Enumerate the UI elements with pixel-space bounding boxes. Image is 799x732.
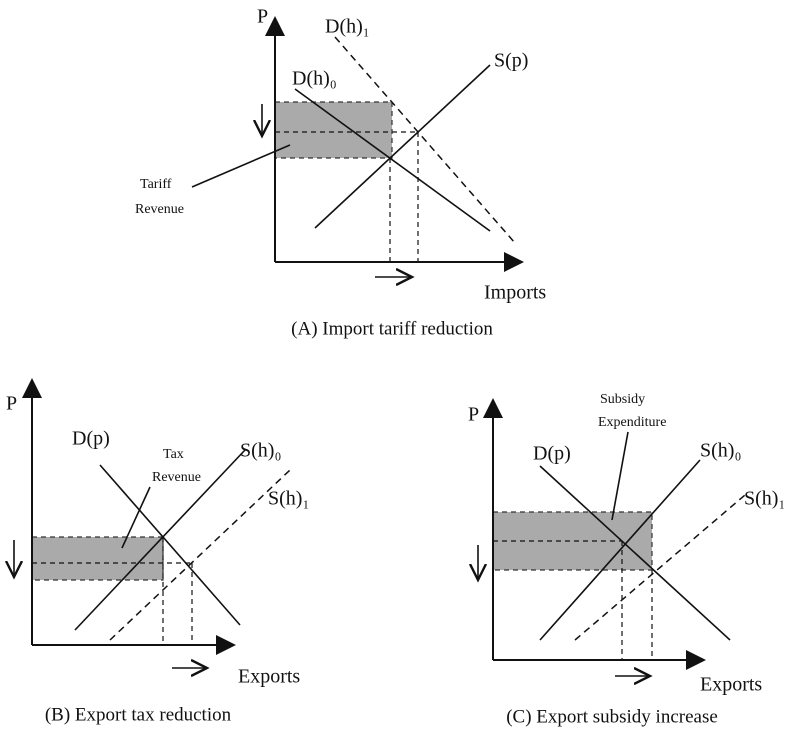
axis-label: Exports	[238, 666, 300, 688]
area-label: Tax	[163, 447, 184, 462]
curve-label: D(h)₁	[325, 16, 370, 38]
curve-label: S(p)	[494, 50, 528, 72]
supply-curve	[74, 449, 246, 631]
curve-label: S(h)₀	[240, 440, 281, 462]
tax-area	[31, 536, 164, 581]
demand-curve	[334, 36, 516, 244]
area-label: Subsidy	[600, 392, 645, 407]
supply-curve	[314, 64, 491, 229]
supply-curve	[539, 459, 701, 641]
panel-b: P D(p) S(h)₀ S(h)₁ Tax Revenue Exports (…	[6, 378, 309, 725]
caption: (C) Export subsidy increase	[506, 706, 718, 727]
area-label: Revenue	[152, 470, 201, 485]
pointer	[191, 144, 291, 188]
demand-curve	[539, 465, 731, 641]
pointer	[121, 486, 151, 549]
curve-label: D(p)	[72, 428, 110, 450]
panel-a: P D(h)₁ D(h)₀ S(p) Tariff Revenue Import…	[135, 6, 546, 340]
pointer	[611, 431, 629, 521]
supply-curve	[574, 494, 746, 641]
panel-c: P D(p) S(h)₀ S(h)₁ Subsidy Expenditure E…	[468, 392, 785, 727]
tariff-area	[274, 101, 393, 159]
axis-label: Imports	[484, 282, 546, 304]
curve-label: S(h)₁	[268, 488, 309, 510]
demand-curve	[99, 464, 241, 626]
caption: (B) Export tax reduction	[45, 704, 232, 725]
area-label: Revenue	[135, 202, 184, 217]
curve-label: S(h)₁	[744, 488, 785, 510]
curve-label: D(h)₀	[292, 68, 337, 90]
axis-label: P	[257, 6, 268, 28]
curve-label: S(h)₀	[700, 440, 741, 462]
curve-label: D(p)	[533, 443, 571, 465]
area-label: Tariff	[140, 177, 172, 192]
supply-curve	[109, 469, 291, 641]
axis-label: Exports	[700, 674, 762, 696]
area-label: Expenditure	[598, 415, 666, 430]
axis-label: P	[468, 404, 479, 426]
caption: (A) Import tariff reduction	[291, 318, 493, 339]
axis-label: P	[6, 393, 17, 415]
demand-curve	[294, 88, 491, 232]
